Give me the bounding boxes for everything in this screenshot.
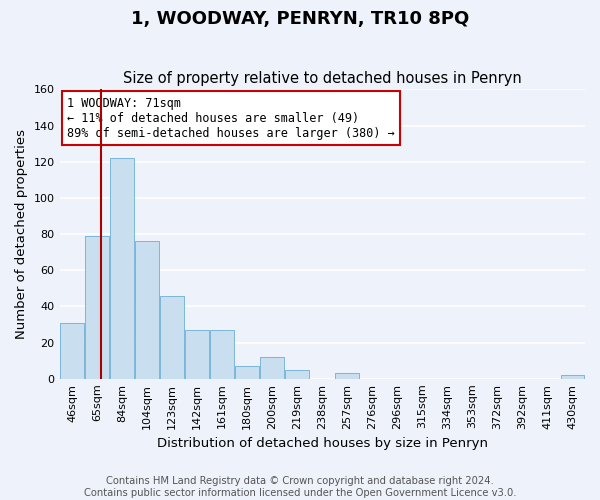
Text: 1, WOODWAY, PENRYN, TR10 8PQ: 1, WOODWAY, PENRYN, TR10 8PQ	[131, 10, 469, 28]
Bar	[560, 375, 584, 379]
Text: Contains HM Land Registry data © Crown copyright and database right 2024.
Contai: Contains HM Land Registry data © Crown c…	[84, 476, 516, 498]
Bar	[135, 242, 159, 379]
Bar	[286, 370, 309, 379]
Bar	[85, 236, 109, 379]
Bar	[160, 296, 184, 379]
Text: 1 WOODWAY: 71sqm
← 11% of detached houses are smaller (49)
89% of semi-detached : 1 WOODWAY: 71sqm ← 11% of detached house…	[67, 96, 395, 140]
Bar	[235, 366, 259, 379]
Y-axis label: Number of detached properties: Number of detached properties	[15, 129, 28, 339]
Bar	[185, 330, 209, 379]
Bar	[60, 322, 84, 379]
Bar	[260, 357, 284, 379]
Bar	[210, 330, 234, 379]
X-axis label: Distribution of detached houses by size in Penryn: Distribution of detached houses by size …	[157, 437, 488, 450]
Title: Size of property relative to detached houses in Penryn: Size of property relative to detached ho…	[123, 70, 521, 86]
Bar	[335, 374, 359, 379]
Bar	[110, 158, 134, 379]
